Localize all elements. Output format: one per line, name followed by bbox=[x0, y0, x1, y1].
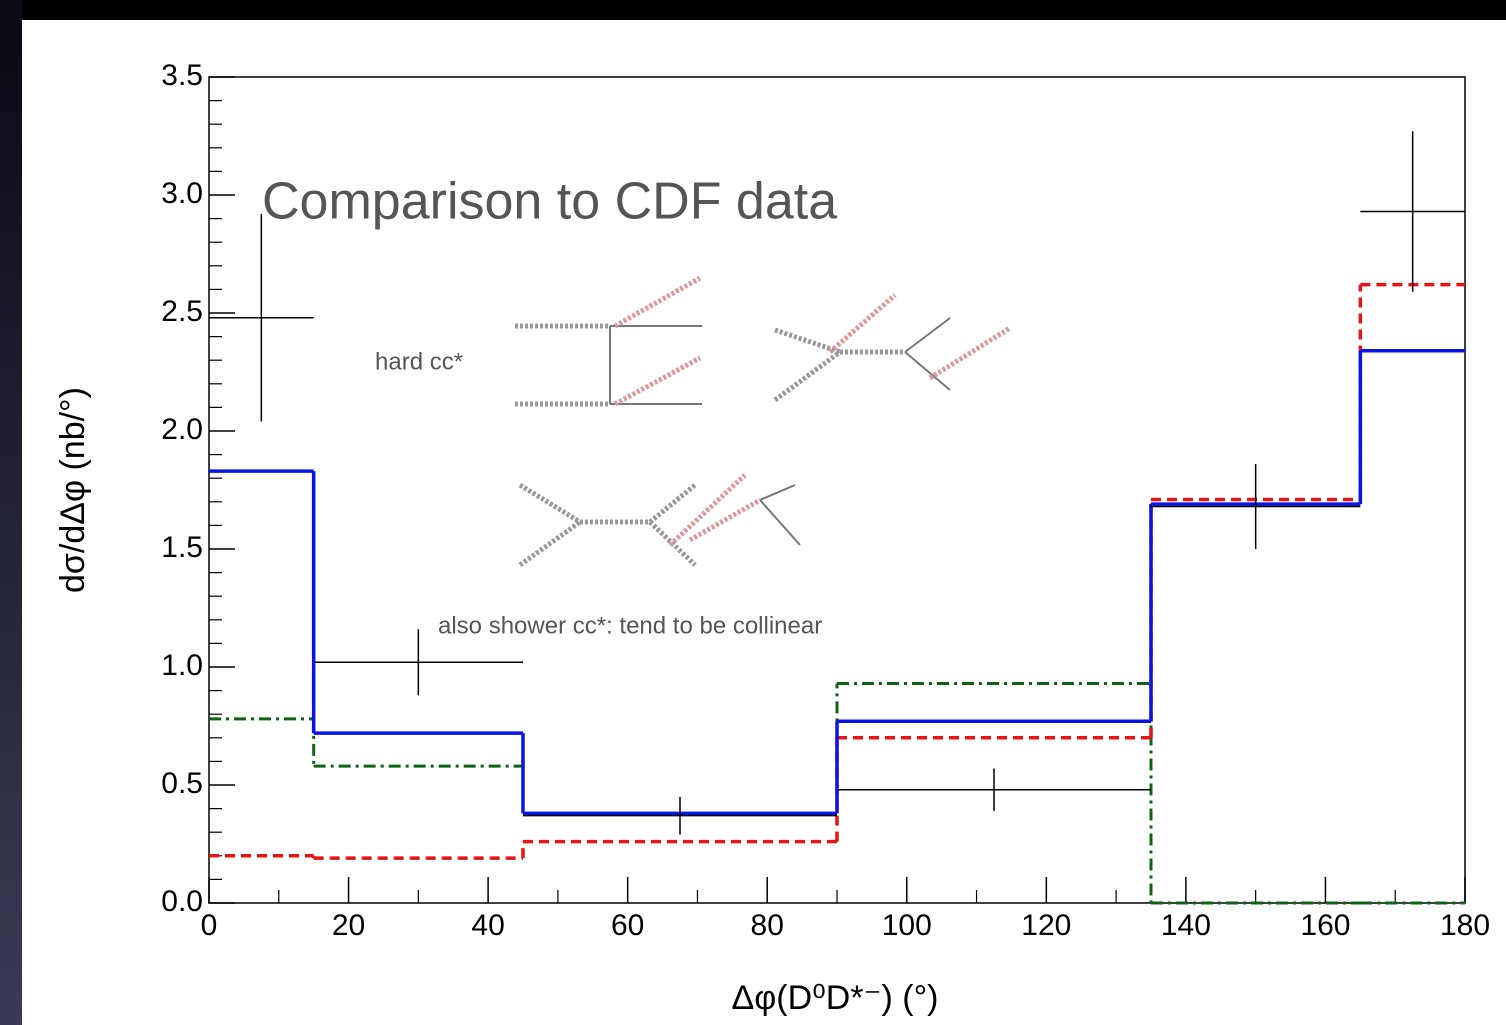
x-tick-label: 120 bbox=[1021, 909, 1071, 942]
x-tick-label: 60 bbox=[611, 909, 644, 942]
y-tick-label: 3.0 bbox=[161, 177, 203, 210]
x-tick-label: 0 bbox=[201, 909, 218, 942]
y-axis-label: dσ/dΔφ (nb/°) bbox=[54, 387, 92, 593]
y-tick-label: 1.5 bbox=[161, 531, 203, 564]
x-tick-label: 20 bbox=[332, 909, 365, 942]
x-tick-label: 180 bbox=[1440, 909, 1490, 942]
background-strip bbox=[0, 0, 22, 1025]
y-tick-label: 2.5 bbox=[161, 295, 203, 328]
x-axis-label: Δφ(D⁰D*⁻) (°) bbox=[731, 979, 938, 1017]
y-tick-label: 2.0 bbox=[161, 413, 203, 446]
slide bbox=[22, 20, 1506, 1025]
x-tick-label: 160 bbox=[1300, 909, 1350, 942]
annotation: hard cc* bbox=[375, 348, 463, 375]
x-tick-label: 100 bbox=[882, 909, 932, 942]
y-tick-label: 0.5 bbox=[161, 767, 203, 800]
x-tick-label: 80 bbox=[751, 909, 784, 942]
feynman-diagrams bbox=[515, 275, 1012, 568]
y-tick-label: 3.5 bbox=[161, 59, 203, 92]
x-tick-label: 140 bbox=[1161, 909, 1211, 942]
annotation: also shower cc*: tend to be collinear bbox=[438, 612, 822, 639]
y-tick-label: 1.0 bbox=[161, 649, 203, 682]
x-tick-label: 40 bbox=[471, 909, 504, 942]
chart-title: Comparison to CDF data bbox=[262, 173, 837, 231]
y-tick-label: 0.0 bbox=[161, 885, 203, 918]
